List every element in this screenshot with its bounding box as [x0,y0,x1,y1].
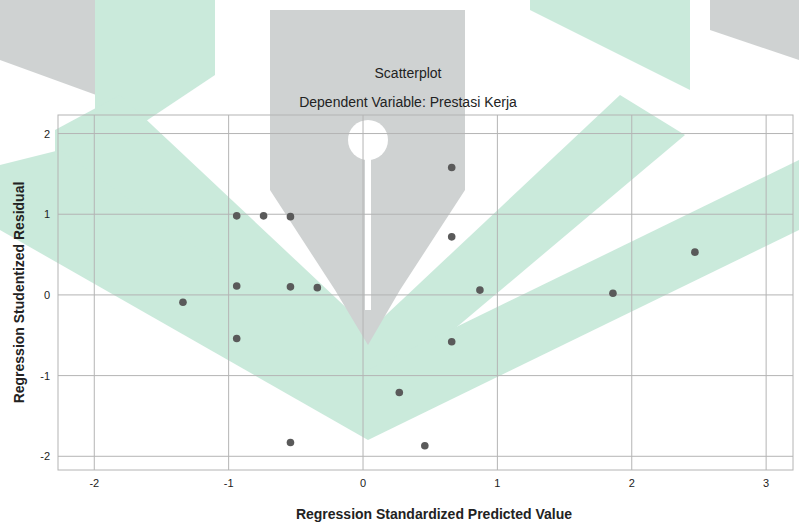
grid-line [631,115,632,470]
grid-line [58,375,793,376]
point [421,442,429,450]
watermark [0,0,799,440]
watermark-shape [710,0,799,60]
y-tick-label: 2 [44,128,50,140]
x-tick-label: 2 [629,477,635,489]
x-axis-title: Regression Standardized Predicted Value [296,506,572,522]
x-tick-label: -1 [224,477,234,489]
x-tick-label: 3 [763,477,769,489]
point [287,283,295,291]
watermark-shape [365,150,371,310]
x-tick-label: 1 [494,477,500,489]
grid-line [497,115,498,470]
watermark-shape [530,0,690,90]
point [691,248,699,256]
point [395,389,403,397]
point [448,233,456,241]
point [233,335,241,343]
watermark-shape [368,160,799,440]
plot-frame [58,115,793,470]
point [287,213,295,221]
y-axis-title: Regression Studentized Residual [11,182,27,404]
y-tick-label: -1 [40,370,50,382]
point [448,164,456,172]
point [609,290,617,298]
y-tick-label: -2 [40,450,50,462]
point [179,298,187,306]
point [287,439,295,447]
x-tick-label: 0 [360,477,366,489]
point [233,282,241,290]
grid-line [58,214,793,215]
subtitle: Dependent Variable: Prestasi Kerja [299,94,517,110]
grid-line [228,115,229,470]
grid-line [94,115,95,470]
grid-line [58,133,793,134]
grid-line [58,456,793,457]
title: Scatterplot [375,65,442,81]
y-tick-label: 0 [44,289,50,301]
y-tick-label: 1 [44,208,50,220]
point [476,286,484,294]
point [448,338,456,346]
grid-line [766,115,767,470]
point [314,284,322,292]
points [179,164,699,450]
grid-line [363,115,364,470]
grid-line [58,294,793,295]
point [233,212,241,220]
x-tick-label: -2 [89,477,99,489]
point [260,212,268,220]
